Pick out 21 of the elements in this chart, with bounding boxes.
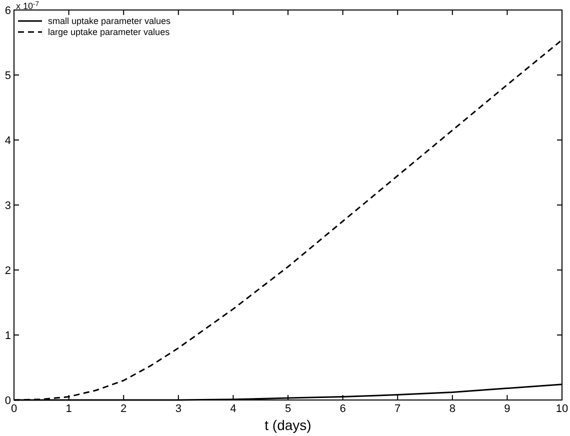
annotation: x 10$^{-7}$ <box>16 0 40 11</box>
y-tick-label: 2 <box>4 265 11 277</box>
y-tick-label: 3 <box>4 200 11 212</box>
x-tick-label: 10 <box>556 403 568 415</box>
x-tick-label: 8 <box>449 403 456 415</box>
x-tick-label: 9 <box>504 403 510 415</box>
y-tick-label: 1 <box>4 330 11 342</box>
x-tick-label: 3 <box>175 403 182 415</box>
y-tick-label: 5 <box>4 70 11 82</box>
x-tick-label: 7 <box>394 403 401 415</box>
x-tick-label: 2 <box>120 403 127 415</box>
y-tick-label: 0 <box>4 395 11 407</box>
y-tick-label: 4 <box>4 135 11 147</box>
legend-label: small uptake parameter values <box>48 16 172 26</box>
x-tick-label: 1 <box>66 403 72 415</box>
x-tick-label: 4 <box>230 403 236 415</box>
x-axis-title: t (days) <box>264 417 312 433</box>
x-tick-label: 5 <box>284 403 292 415</box>
x-tick-label: 6 <box>340 403 346 415</box>
legend-label: large uptake parameter values <box>48 27 170 37</box>
y-tick-label: 6 <box>4 5 11 17</box>
